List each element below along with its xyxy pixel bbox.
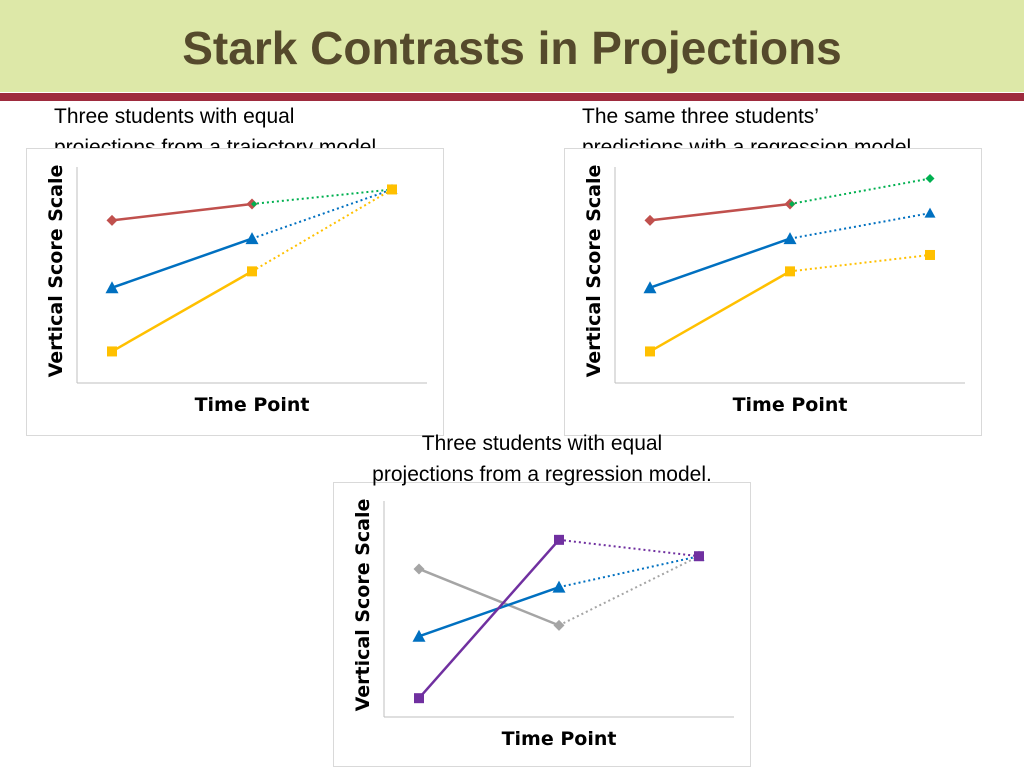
- projection-line: [251, 188, 393, 206]
- caption-line: projections from a regression model.: [372, 463, 712, 486]
- data-point-marker: [251, 201, 257, 208]
- data-point-marker: [105, 281, 119, 294]
- data-point-marker: [925, 249, 935, 260]
- data-point-marker: [413, 563, 425, 575]
- chart-svg: Time Point Vertical Score Scale: [583, 165, 965, 416]
- data-point-marker: [924, 207, 936, 218]
- data-point-marker: [106, 214, 118, 226]
- series-line: [111, 270, 253, 353]
- projection-line: [789, 177, 931, 206]
- chart-regression-predictions: Time Point Vertical Score Scale: [564, 148, 982, 436]
- title-bar: Stark Contrasts in Projections: [0, 0, 1024, 92]
- data-point-marker: [107, 346, 117, 357]
- series-line: [111, 237, 253, 289]
- chart-trajectory-model: Time Point Vertical Score Scale: [26, 148, 444, 436]
- caption-line: The same three students’: [582, 105, 819, 128]
- series-line: [418, 585, 560, 638]
- caption-regression-equal-projections: Three students with equal projections fr…: [320, 428, 764, 490]
- data-point-marker: [785, 266, 795, 277]
- series-line: [418, 567, 560, 627]
- data-point-marker: [694, 551, 704, 562]
- data-point-marker: [552, 580, 566, 593]
- series-line: [111, 202, 253, 222]
- data-point-marker: [783, 232, 797, 245]
- chart-svg: Time Point Vertical Score Scale: [352, 499, 734, 750]
- data-point-marker: [412, 629, 426, 642]
- x-axis-label: Time Point: [733, 394, 848, 416]
- y-axis-label: Vertical Score Scale: [352, 499, 374, 712]
- series-line: [649, 237, 791, 289]
- projection-line: [558, 538, 700, 558]
- slide-title: Stark Contrasts in Projections: [182, 22, 842, 74]
- y-axis-label: Vertical Score Scale: [583, 165, 605, 378]
- data-point-marker: [925, 174, 935, 184]
- title-divider: [0, 93, 1024, 101]
- x-axis-label: Time Point: [195, 394, 310, 416]
- projection-line: [789, 212, 931, 240]
- data-point-marker: [645, 346, 655, 357]
- projection-line: [789, 253, 931, 273]
- chart-regression-equal-projections: Time Point Vertical Score Scale: [333, 482, 751, 767]
- data-point-marker: [789, 201, 795, 208]
- series-line: [418, 539, 560, 700]
- projection-line: [558, 555, 700, 589]
- data-point-marker: [387, 184, 397, 195]
- series-line: [649, 202, 791, 222]
- projection-line: [558, 555, 700, 627]
- data-point-marker: [245, 232, 259, 245]
- data-point-marker: [247, 266, 257, 277]
- caption-line: Three students with equal: [54, 105, 295, 128]
- y-axis-label: Vertical Score Scale: [45, 165, 67, 378]
- data-point-marker: [414, 693, 424, 704]
- projection-line: [251, 188, 393, 273]
- data-point-marker: [643, 281, 657, 294]
- data-point-marker: [553, 619, 565, 631]
- chart-svg: Time Point Vertical Score Scale: [45, 165, 427, 416]
- data-point-marker: [644, 214, 656, 226]
- series-line: [649, 270, 791, 353]
- caption-line: Three students with equal: [421, 432, 663, 455]
- x-axis-label: Time Point: [502, 728, 617, 750]
- data-point-marker: [554, 534, 564, 545]
